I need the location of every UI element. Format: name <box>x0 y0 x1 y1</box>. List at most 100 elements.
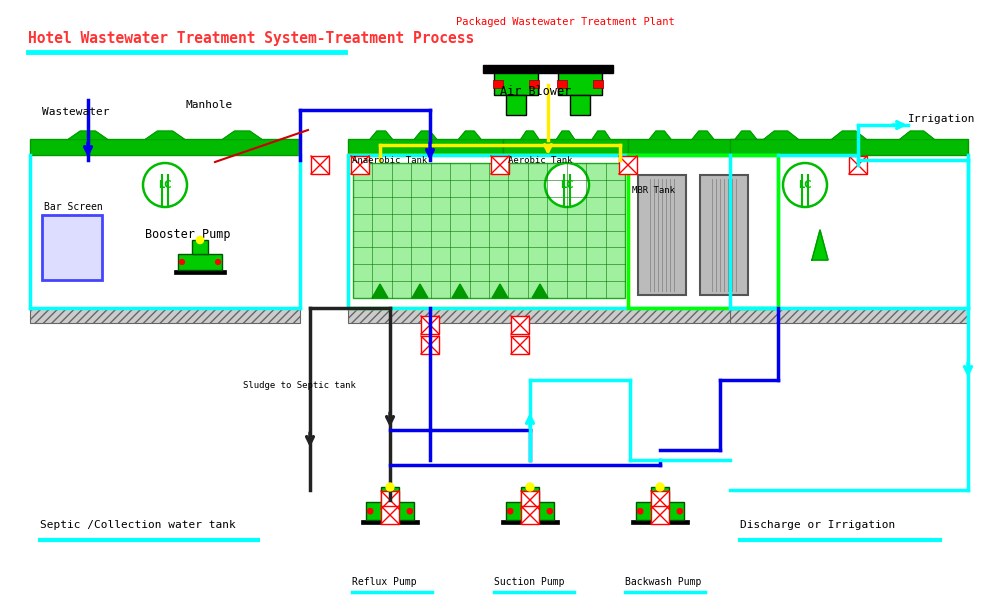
Polygon shape <box>521 131 539 139</box>
Bar <box>491 156 509 174</box>
Circle shape <box>386 483 394 491</box>
Text: MBR Tank: MBR Tank <box>632 186 675 195</box>
Bar <box>511 316 529 334</box>
Text: Sludge to Septic tank: Sludge to Septic tank <box>243 381 356 390</box>
Bar <box>381 487 399 502</box>
Text: Wastewater: Wastewater <box>42 107 110 117</box>
Polygon shape <box>764 131 798 139</box>
Text: Anaerobic Tank: Anaerobic Tank <box>352 156 427 165</box>
Bar <box>494 73 538 95</box>
Bar <box>421 316 439 334</box>
Circle shape <box>407 509 412 514</box>
Bar <box>631 520 689 524</box>
Polygon shape <box>649 131 671 139</box>
Circle shape <box>368 509 373 514</box>
Circle shape <box>196 236 204 244</box>
Bar <box>619 156 637 174</box>
Text: Septic /Collection water tank: Septic /Collection water tank <box>40 520 236 530</box>
Bar <box>381 506 399 524</box>
Bar <box>730 308 968 323</box>
Text: Hotel Wastewater Treatment System-Treatment Process: Hotel Wastewater Treatment System-Treatm… <box>28 31 474 46</box>
Bar <box>30 139 300 155</box>
Text: LC: LC <box>560 180 574 190</box>
Text: LC: LC <box>158 180 172 190</box>
Bar <box>521 491 539 509</box>
Text: Packaged Wastewater Treatment Plant: Packaged Wastewater Treatment Plant <box>456 17 674 27</box>
Bar <box>557 80 567 88</box>
Bar <box>348 155 628 308</box>
Bar <box>42 215 102 280</box>
Bar <box>638 175 686 295</box>
Bar <box>558 73 602 95</box>
Bar <box>483 65 613 73</box>
Polygon shape <box>372 284 388 298</box>
Bar <box>348 139 503 155</box>
Bar <box>311 156 329 174</box>
Circle shape <box>216 260 220 264</box>
Bar <box>192 240 208 254</box>
Text: Aerobic Tank: Aerobic Tank <box>508 156 572 165</box>
Polygon shape <box>492 284 508 298</box>
Polygon shape <box>812 230 828 260</box>
Bar <box>651 487 669 502</box>
Circle shape <box>547 509 552 514</box>
Bar <box>353 163 625 298</box>
Bar <box>351 156 369 174</box>
Bar <box>700 175 748 295</box>
Bar <box>593 80 603 88</box>
Bar <box>361 520 419 524</box>
Polygon shape <box>592 131 610 139</box>
Polygon shape <box>832 131 866 139</box>
Polygon shape <box>459 131 481 139</box>
Polygon shape <box>557 131 574 139</box>
Text: Air Blower: Air Blower <box>500 85 571 98</box>
Circle shape <box>656 483 664 491</box>
Bar <box>178 254 222 270</box>
Bar <box>366 502 414 520</box>
Bar <box>30 308 300 323</box>
Circle shape <box>677 509 682 514</box>
Bar <box>521 487 539 502</box>
Circle shape <box>545 163 589 207</box>
Circle shape <box>508 509 513 514</box>
Text: Discharge or Irrigation: Discharge or Irrigation <box>740 520 895 530</box>
Bar <box>421 336 439 354</box>
Bar <box>501 520 559 524</box>
Bar <box>529 80 539 88</box>
Text: Backwash Pump: Backwash Pump <box>625 577 701 587</box>
Circle shape <box>526 483 534 491</box>
Bar <box>381 491 399 509</box>
Bar <box>493 80 503 88</box>
Bar <box>174 270 226 274</box>
Text: Booster Pump: Booster Pump <box>145 228 230 241</box>
Text: LC: LC <box>798 180 812 190</box>
Bar <box>570 95 590 115</box>
Polygon shape <box>223 131 261 139</box>
Polygon shape <box>692 131 714 139</box>
Bar <box>506 95 526 115</box>
Bar <box>521 506 539 524</box>
Bar <box>511 336 529 354</box>
Bar <box>628 139 778 155</box>
Bar <box>651 506 669 524</box>
Polygon shape <box>69 131 107 139</box>
Polygon shape <box>532 284 548 298</box>
Circle shape <box>638 509 643 514</box>
Bar <box>506 502 554 520</box>
Bar <box>730 139 968 155</box>
Bar <box>348 308 778 323</box>
Bar <box>651 491 669 509</box>
Text: Suction Pump: Suction Pump <box>494 577 564 587</box>
Bar <box>503 139 628 155</box>
Polygon shape <box>414 131 437 139</box>
Polygon shape <box>370 131 392 139</box>
Bar <box>636 502 684 520</box>
Bar <box>849 156 867 174</box>
Polygon shape <box>900 131 934 139</box>
Polygon shape <box>452 284 468 298</box>
Polygon shape <box>146 131 184 139</box>
Circle shape <box>180 260 184 264</box>
Polygon shape <box>735 131 757 139</box>
Text: Bar Screen: Bar Screen <box>44 202 103 212</box>
Text: Manhole: Manhole <box>185 100 232 110</box>
